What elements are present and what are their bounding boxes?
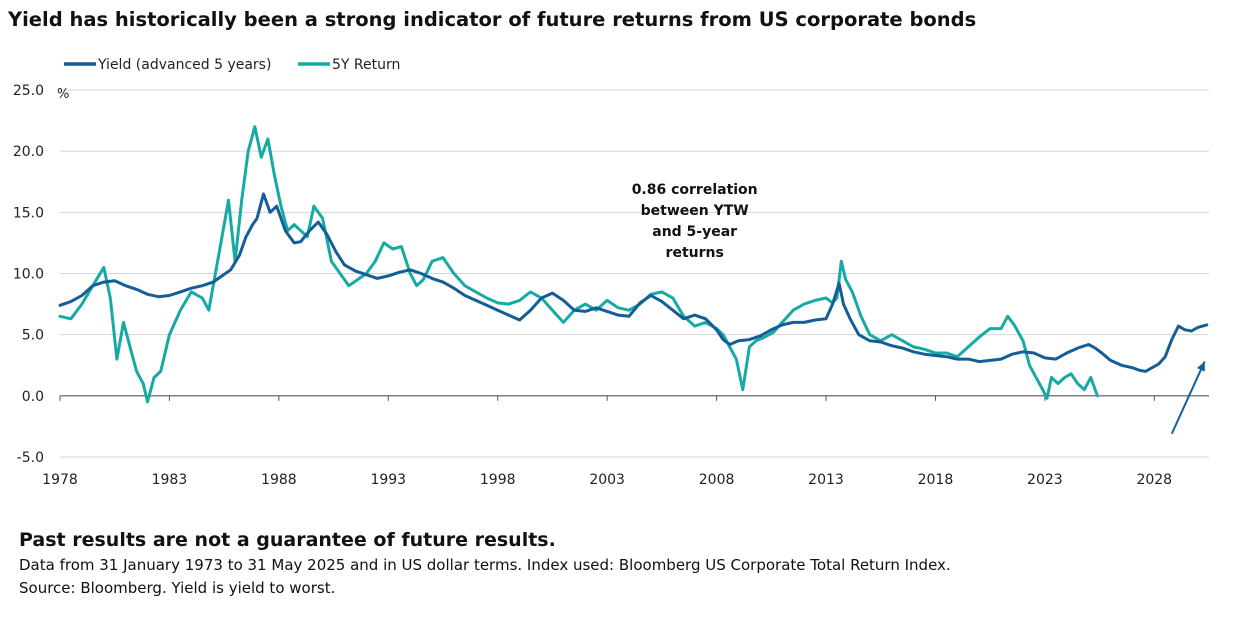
series-line-return bbox=[58, 125, 1099, 404]
y-tick-label: 5.0 bbox=[22, 328, 44, 344]
y-tick-label: 10.0 bbox=[13, 267, 44, 283]
x-tick-label: 1983 bbox=[152, 472, 188, 488]
chart-title: Yield has historically been a strong ind… bbox=[8, 8, 977, 31]
annotation-line: and 5-year bbox=[652, 224, 737, 240]
data-note: Data from 31 January 1973 to 31 May 2025… bbox=[19, 556, 951, 574]
y-tick-label: 15.0 bbox=[13, 205, 44, 221]
x-tick-label: 1993 bbox=[370, 472, 406, 488]
x-tick-label: 2013 bbox=[808, 472, 844, 488]
series-lines bbox=[58, 125, 1209, 404]
y-tick-label: -5.0 bbox=[17, 450, 44, 466]
x-tick-label: 1978 bbox=[42, 472, 78, 488]
x-tick-label: 2003 bbox=[589, 472, 625, 488]
arrow-shaft bbox=[1170, 361, 1206, 435]
source-note: Source: Bloomberg. Yield is yield to wor… bbox=[19, 579, 336, 597]
series-line-yield bbox=[58, 192, 1209, 373]
annotation-line: between YTW bbox=[641, 203, 749, 219]
trend-arrow bbox=[1170, 361, 1206, 435]
x-axis: 1978 1983 1988 1993 1998 2003 2008 2013 2018 2023… bbox=[42, 395, 1209, 488]
y-tick-label: 0.0 bbox=[22, 389, 44, 405]
y-axis-unit-label: % bbox=[57, 87, 69, 102]
y-tick-label: 20.0 bbox=[13, 144, 44, 160]
x-tick-label: 2008 bbox=[699, 472, 735, 488]
y-tick-label: 25.0 bbox=[13, 83, 44, 99]
x-tick-label: 2023 bbox=[1027, 472, 1063, 488]
legend-label-yield: Yield (advanced 5 years) bbox=[97, 57, 271, 73]
correlation-annotation: 0.86 correlation between YTW and 5-year ret… bbox=[632, 182, 758, 261]
y-axis-tick-labels: -5.0 0.0 5.0 10.0 15.0 20.0 25.0 bbox=[13, 83, 44, 466]
disclaimer-heading: Past results are not a guarantee of futu… bbox=[19, 529, 556, 551]
x-tick-label: 1988 bbox=[261, 472, 297, 488]
arrow-head bbox=[1196, 361, 1205, 372]
annotation-line: 0.86 correlation bbox=[632, 182, 758, 198]
x-tick-label: 1998 bbox=[480, 472, 516, 488]
x-tick-label: 2028 bbox=[1136, 472, 1172, 488]
x-tick-label: 2018 bbox=[918, 472, 954, 488]
legend-label-return: 5Y Return bbox=[332, 57, 400, 73]
gridlines bbox=[60, 89, 1209, 458]
annotation-line: returns bbox=[666, 245, 724, 261]
legend: Yield (advanced 5 years) 5Y Return bbox=[64, 57, 400, 73]
